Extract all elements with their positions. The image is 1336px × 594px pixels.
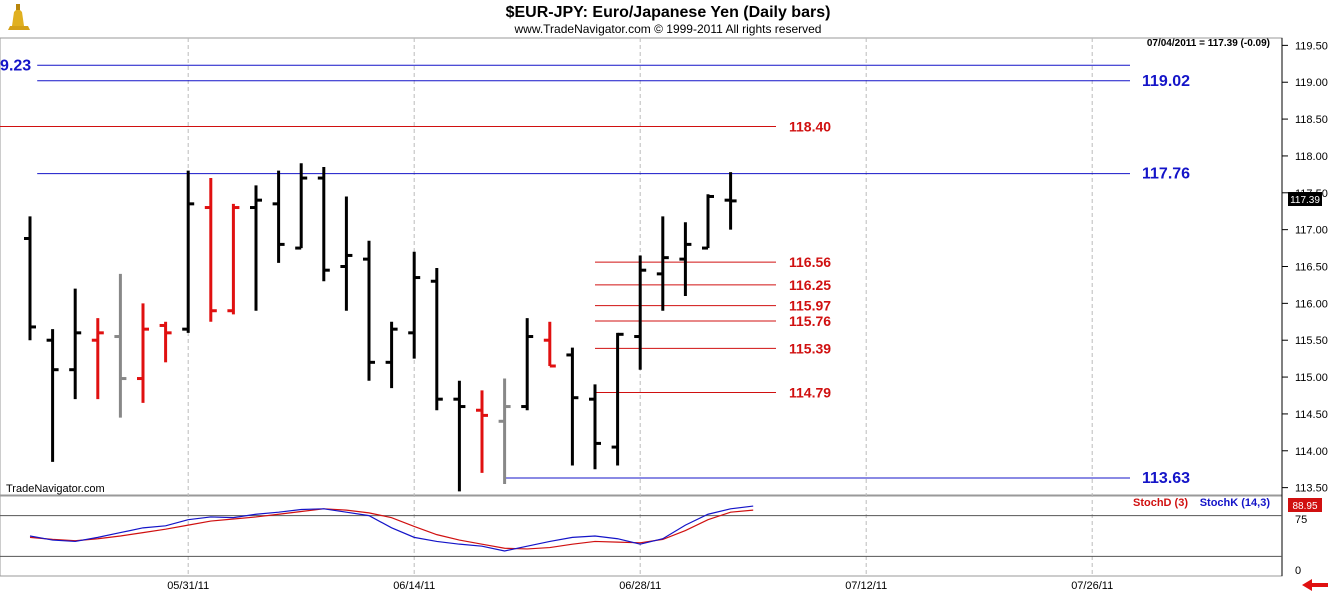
ohlc-bar bbox=[634, 255, 647, 370]
ohlc-bar bbox=[476, 390, 488, 473]
ohlc-bar bbox=[679, 222, 692, 296]
last-quote: 07/04/2011 = 117.39 (-0.09) bbox=[1147, 38, 1270, 49]
level-label: 117.76 bbox=[1142, 166, 1190, 183]
y-tick-label: 114.50 bbox=[1295, 409, 1328, 421]
level-label: 115.39 bbox=[789, 340, 831, 356]
stoch-badge-bg bbox=[1288, 498, 1322, 512]
ohlc-bar bbox=[91, 318, 104, 400]
level-label: 119.02 bbox=[1142, 73, 1190, 90]
last-price-badge-bg bbox=[1288, 192, 1322, 206]
ohlc-bar bbox=[385, 321, 398, 389]
level-label: 119.23 bbox=[0, 57, 31, 74]
ohlc-bar bbox=[408, 251, 421, 359]
ohlc-bar bbox=[182, 170, 195, 333]
stochastic-indicator: 75 0 bbox=[0, 505, 1307, 577]
ohlc-bar bbox=[566, 347, 579, 466]
stoch-y-tick-label: 75 bbox=[1295, 514, 1307, 526]
y-tick-label: 119.50 bbox=[1295, 40, 1328, 52]
stoch-pane bbox=[0, 495, 1283, 577]
stoch-k-line bbox=[29, 505, 754, 552]
ohlc-bar bbox=[430, 267, 443, 411]
x-tick-label: 06/28/11 bbox=[619, 580, 661, 592]
ohlc-bar bbox=[521, 318, 534, 411]
x-tick-label: 07/12/11 bbox=[845, 580, 887, 592]
ohlc-bar bbox=[543, 321, 556, 368]
ohlc-bar bbox=[250, 185, 262, 311]
ohlc-bar bbox=[272, 170, 285, 263]
ohlc-bar bbox=[204, 178, 217, 322]
ohlc-bar bbox=[589, 384, 601, 470]
level-label: 115.76 bbox=[789, 313, 831, 329]
watermark: TradeNavigator.com bbox=[6, 483, 105, 495]
chart-title: $EUR-JPY: Euro/Japanese Yen (Daily bars) bbox=[506, 4, 831, 21]
scroll-left-arrow-icon[interactable] bbox=[1300, 578, 1330, 592]
ohlc-bar bbox=[453, 380, 466, 492]
ohlc-bar bbox=[227, 203, 240, 315]
level-label: 116.56 bbox=[789, 254, 831, 270]
ohlc-bar bbox=[137, 303, 149, 403]
level-label: 116.25 bbox=[789, 277, 831, 293]
ohlc-bar bbox=[611, 332, 624, 466]
stoch-k-label: StochK (14,3) bbox=[1200, 497, 1271, 509]
ohlc-bar bbox=[317, 166, 330, 282]
level-label: 118.40 bbox=[789, 118, 831, 134]
ohlc-bar bbox=[159, 321, 172, 363]
y-tick-label: 114.00 bbox=[1295, 446, 1328, 458]
ohlc-bar bbox=[114, 273, 127, 418]
y-tick-label: 118.00 bbox=[1295, 151, 1328, 163]
ohlc-bar bbox=[498, 378, 511, 484]
ohlc-bar bbox=[363, 240, 375, 381]
stoch-y-tick-label: 0 bbox=[1295, 565, 1301, 577]
date-axis: 05/31/11 06/14/11 06/28/11 07/12/11 07/26/11 bbox=[167, 580, 1113, 592]
x-tick-label: 07/26/11 bbox=[1071, 580, 1113, 592]
ohlc-bar bbox=[724, 172, 737, 230]
ohlc-bar bbox=[24, 216, 36, 341]
y-tick-label: 117.00 bbox=[1295, 225, 1328, 237]
ohlc-bar bbox=[702, 194, 714, 250]
copyright-text: www.TradeNavigator.com © 1999-2011 All r… bbox=[514, 22, 822, 36]
x-tick-label: 06/14/11 bbox=[393, 580, 435, 592]
y-tick-label: 119.00 bbox=[1295, 77, 1328, 89]
y-tick-label: 118.50 bbox=[1295, 114, 1328, 126]
y-tick-label: 115.00 bbox=[1295, 372, 1328, 384]
ohlc-bar bbox=[69, 288, 82, 400]
y-tick-label: 116.50 bbox=[1295, 262, 1328, 274]
y-tick-label: 113.50 bbox=[1295, 483, 1328, 495]
price-axis: 119.50119.00118.50118.00117.50117.00116.… bbox=[1282, 40, 1328, 495]
y-tick-label: 115.50 bbox=[1295, 335, 1328, 347]
level-label: 114.79 bbox=[789, 385, 831, 401]
ohlc-bar bbox=[656, 216, 669, 311]
stoch-badge: 88.95 bbox=[1292, 501, 1317, 512]
x-tick-label: 05/31/11 bbox=[167, 580, 209, 592]
y-tick-label: 116.00 bbox=[1295, 298, 1328, 310]
ohlc-bars bbox=[24, 163, 737, 492]
level-label: 113.63 bbox=[1142, 470, 1190, 487]
fib-levels: 119.23 119.02 118.40 117.76 116.56 116.25 115.… bbox=[0, 57, 1190, 487]
trade-navigator-logo[interactable] bbox=[4, 2, 34, 32]
ohlc-bar bbox=[340, 196, 353, 311]
level-label: 115.97 bbox=[789, 298, 831, 314]
last-price-badge: 117.39 bbox=[1290, 195, 1320, 206]
ohlc-bar bbox=[46, 329, 59, 462]
stoch-d-label: StochD (3) bbox=[1133, 497, 1188, 509]
ohlc-bar bbox=[295, 163, 308, 250]
